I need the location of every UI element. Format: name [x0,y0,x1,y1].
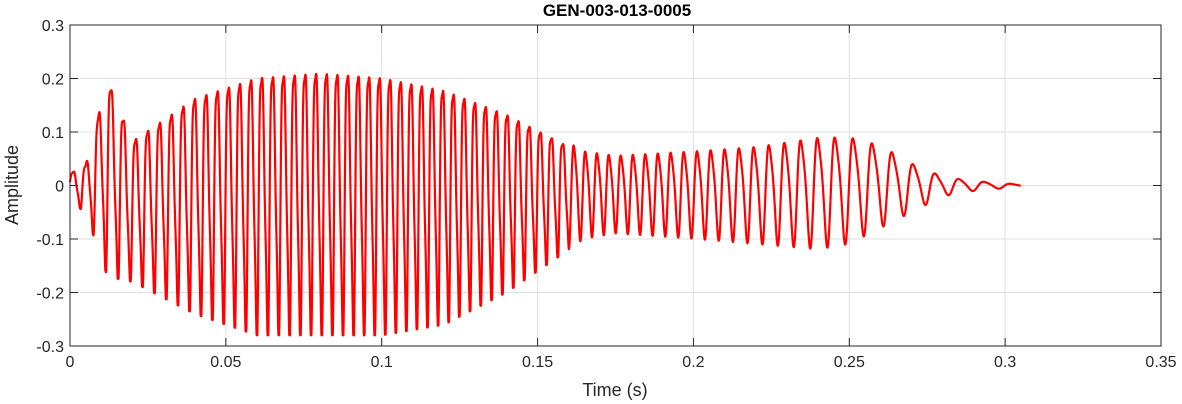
y-tick-label: -0.2 [36,286,64,303]
x-tick-label: 0.15 [522,354,553,371]
ticks [69,24,1162,347]
y-tick-label: 0 [55,179,64,196]
x-tick-label: 0.35 [1145,354,1176,371]
y-axis-label: Amplitude [2,145,22,225]
y-tick-label: 0.2 [42,72,64,89]
x-tick-label: 0.2 [682,354,704,371]
x-tick-label: 0.1 [371,354,393,371]
y-tick-labels: -0.3 -0.2 -0.1 0 0.1 0.2 0.3 [36,18,64,356]
x-tick-label: 0.25 [834,354,865,371]
y-tick-label: 0.1 [42,125,64,142]
x-tick-labels: 0 0.05 0.1 0.15 0.2 0.25 0.3 0.35 [66,354,1177,371]
waveform-series [68,72,1022,337]
y-tick-label: -0.1 [36,232,64,249]
x-tick-label: 0 [66,354,75,371]
grid [70,25,1161,346]
y-tick-label: -0.3 [36,339,64,356]
x-tick-label: 0.05 [210,354,241,371]
x-tick-label: 0.3 [994,354,1016,371]
x-axis-label: Time (s) [582,380,647,400]
chart-title: GEN-003-013-0005 [543,1,691,20]
waveform-layer [68,72,1022,337]
y-tick-label: 0.3 [42,18,64,35]
